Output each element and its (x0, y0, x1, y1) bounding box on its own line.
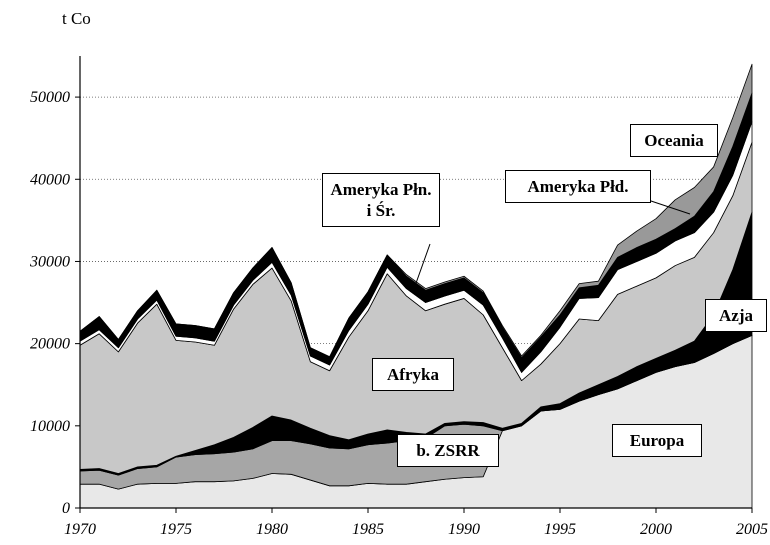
label-ameryka-pln: Ameryka Płn. i Śr. (322, 173, 440, 227)
y-tick-label: 50000 (30, 89, 70, 106)
pointer (647, 199, 691, 215)
y-tick-label: 30000 (29, 253, 70, 270)
x-tick-label: 2000 (640, 521, 672, 538)
x-tick-label: 2005 (736, 521, 768, 538)
x-tick-label: 1990 (448, 521, 480, 538)
label-zsrr: b. ZSRR (397, 434, 499, 467)
y-tick-label: 10000 (30, 418, 70, 435)
label-europa: Europa (612, 424, 702, 457)
label-ameryka-pld: Ameryka Płd. (505, 170, 651, 203)
x-tick-label: 1970 (64, 521, 96, 538)
x-tick-label: 1985 (352, 521, 384, 538)
x-tick-label: 1980 (256, 521, 288, 538)
y-axis-label: t Co (62, 9, 91, 28)
x-tick-label: 1975 (160, 521, 192, 538)
label-azja: Azja (705, 299, 767, 332)
y-tick-label: 20000 (30, 336, 70, 353)
y-tick-label: 40000 (30, 171, 70, 188)
label-afryka: Afryka (372, 358, 454, 391)
area (79, 63, 753, 359)
label-oceania: Oceania (630, 124, 718, 157)
y-tick-label: 0 (62, 500, 70, 517)
pointer (414, 243, 431, 287)
x-tick-label: 1995 (544, 521, 576, 538)
